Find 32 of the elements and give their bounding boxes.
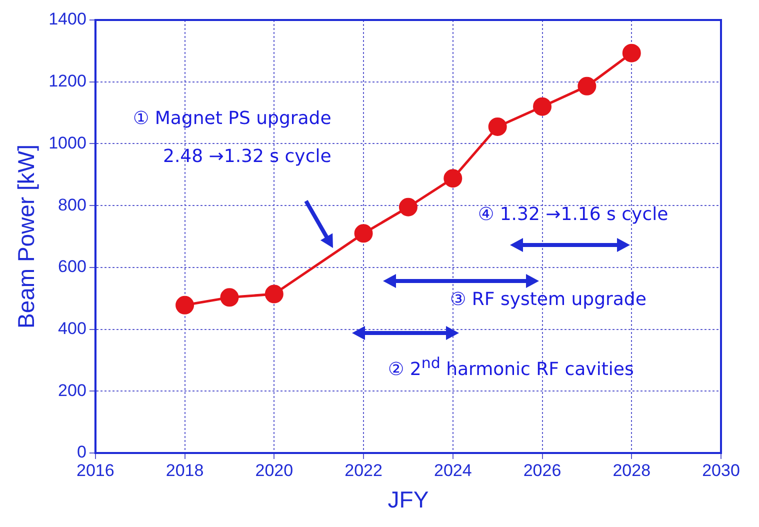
annotation: ③ RF system upgrade [450, 288, 646, 312]
point [398, 198, 418, 216]
point [533, 97, 552, 116]
x-tick-label: 2026 [523, 460, 562, 480]
y-axis-title: Beam Power [kW] [13, 144, 40, 329]
x-tick-label: 2020 [255, 460, 294, 480]
x-tick-label: 2018 [166, 460, 204, 480]
point [444, 169, 462, 188]
y-tick-label: 1000 [48, 133, 86, 152]
y-tick-label: 1400 [48, 10, 86, 29]
point [622, 44, 641, 62]
point [488, 117, 507, 136]
y-tick-label: 600 [58, 257, 86, 276]
y-tick-label: 0 [76, 442, 86, 462]
x-tick-label: 2022 [344, 460, 382, 480]
x-tick-label: 2016 [76, 460, 114, 480]
x-tick-label: 2024 [434, 460, 472, 480]
y-tick-label: 800 [58, 195, 86, 214]
y-tick-label: 400 [58, 318, 86, 338]
y-tick-label: 200 [58, 380, 86, 400]
x-tick-label: 2028 [612, 460, 651, 480]
point [578, 76, 596, 96]
point [354, 224, 373, 243]
point [176, 296, 194, 314]
x-axis-title: JFY [388, 486, 429, 513]
annotation: ② 2$^{nd}$ harmonic RF cavities [388, 353, 634, 382]
x-tick-label: 2030 [702, 460, 740, 480]
annotation: ④ 1.32 →1.16 s cycle [478, 203, 668, 227]
point [264, 284, 284, 304]
point [220, 288, 239, 307]
y-tick-label: 1200 [48, 72, 86, 91]
annotation: ① Magnet PS upgrade 2.48 →1.32 s cycle [133, 107, 332, 169]
